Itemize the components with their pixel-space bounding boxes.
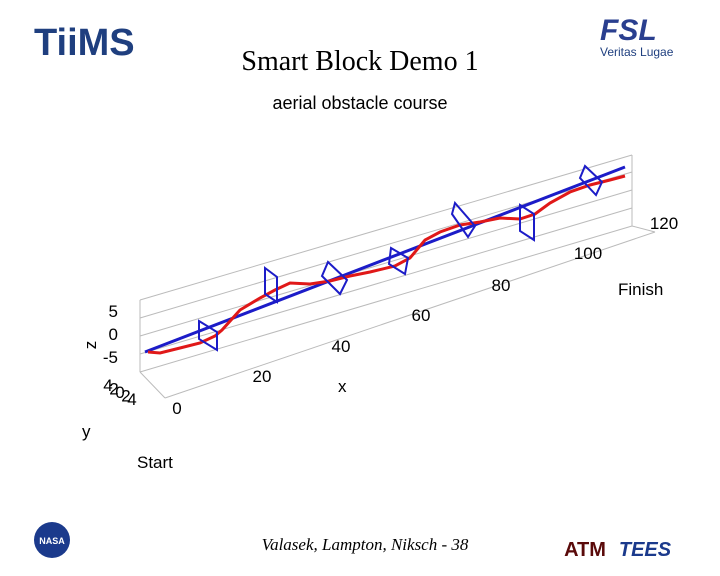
- x-tick-label: 40: [332, 337, 351, 356]
- y-tick-label: 2: [121, 387, 130, 406]
- flight-path: [147, 174, 626, 355]
- atm-logo: ATM: [564, 539, 606, 561]
- reference-path: [144, 165, 626, 354]
- z-tick-label: 0: [109, 325, 118, 344]
- z-tick-label: 5: [109, 302, 118, 321]
- y-tick-label: 4: [103, 376, 112, 395]
- x-tick-label: 20: [253, 367, 272, 386]
- x-label: x: [338, 377, 347, 396]
- nasa-logo: [34, 522, 70, 558]
- gates: [198, 164, 604, 352]
- z-ticks: 5 0 -5: [103, 302, 118, 367]
- x-tick-label: 100: [574, 244, 602, 263]
- left-logo: TiiMS: [34, 22, 135, 64]
- subtitle: aerial obstacle course: [272, 93, 447, 113]
- finish-label: Finish: [618, 280, 663, 299]
- x-tick-label: 60: [412, 306, 431, 325]
- nasa-text: NASA: [39, 536, 65, 546]
- x-tick-label: 0: [172, 399, 181, 418]
- right-logo: FSL: [600, 14, 657, 47]
- start-label: Start: [137, 453, 173, 472]
- y-tick-label: 0: [115, 383, 124, 402]
- x-ticks: 0 20 40 60 80 100 120: [172, 214, 678, 418]
- y-tick-label: 2: [109, 380, 118, 399]
- y-label: y: [82, 422, 91, 441]
- title: Smart Block Demo 1: [241, 46, 478, 77]
- z-label: z: [81, 341, 100, 350]
- y-tick-label: 4: [127, 390, 136, 409]
- z-tick-label: -5: [103, 348, 118, 367]
- right-tagline: Veritas Lugae: [600, 45, 674, 59]
- x-tick-label: 120: [650, 214, 678, 233]
- tees-logo: TEES: [619, 539, 672, 561]
- plot-grid: [139, 154, 656, 399]
- x-tick-label: 80: [492, 276, 511, 295]
- authors: Valasek, Lampton, Niksch - 38: [262, 535, 469, 554]
